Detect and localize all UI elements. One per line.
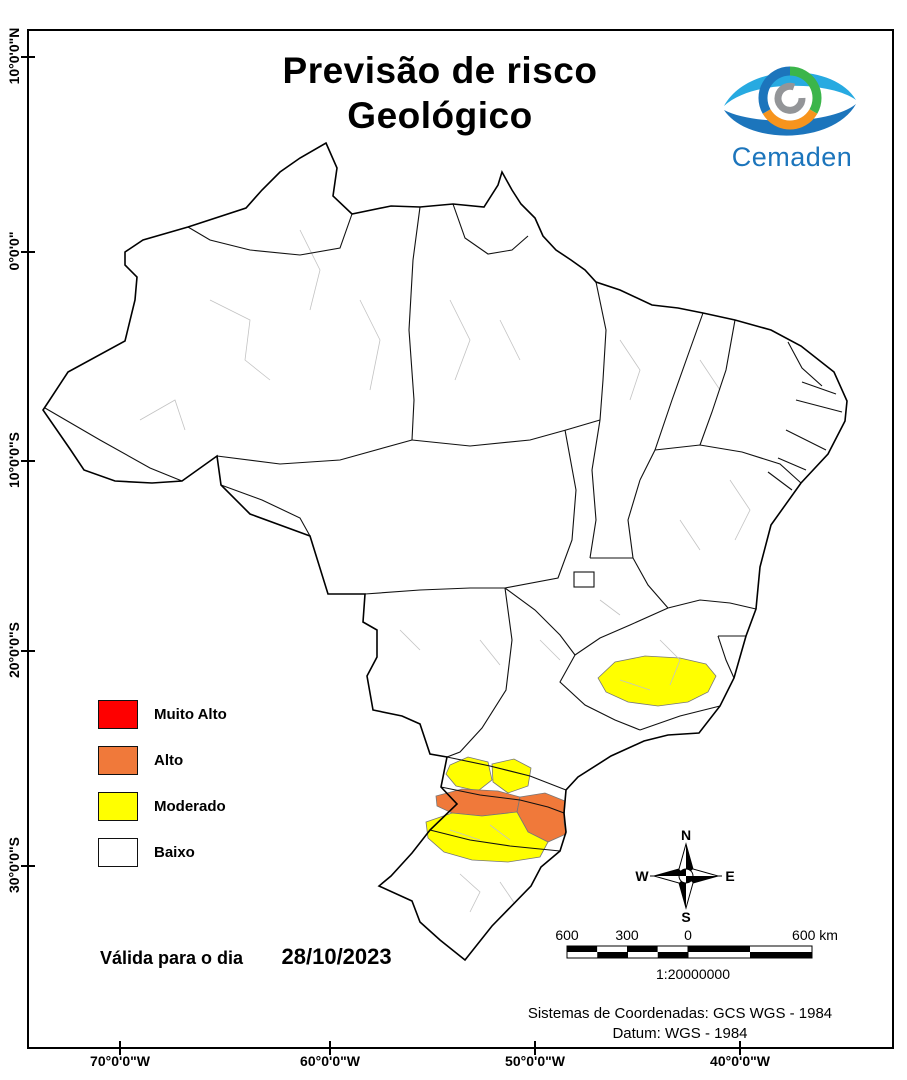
longitude-label-40w: 40°0'0"W [710,1053,770,1069]
legend-item-moderado: Moderado [98,792,227,821]
compass-north-label: N [681,827,691,843]
longitude-label-70w: 70°0'0"W [90,1053,150,1069]
page-title-line2: Geológico [347,95,533,137]
risk-region-moderado-mg [597,655,717,707]
legend-label-baixo: Baixo [154,844,195,861]
map-frame [27,29,894,1049]
cemaden-logo: Cemaden [697,48,887,172]
scale-bar [566,945,813,959]
compass-rose: N S E W [635,827,734,925]
coordinate-system-line1: Sistemas de Coordenadas: GCS WGS - 1984 [527,1005,833,1022]
scale-tick-0: 0 [684,927,692,943]
page-title: Previsão de risco Geológico [160,48,720,138]
legend-label-alto: Alto [154,752,184,769]
legend-item-baixo: Baixo [98,838,227,867]
validity-label: Válida para o dia [100,948,244,968]
compass-south-label: S [681,909,690,925]
legend-item-alto: Alto [98,746,227,775]
latitude-label-0: 0°0'0" [6,231,22,271]
coordinate-system-line2: Datum: WGS - 1984 [612,1025,748,1043]
scale-tick-600-km: 600 km [792,927,838,943]
compass-west-label: W [635,868,649,884]
brazil-country-shape [43,143,847,960]
legend-label-muito-alto: Muito Alto [154,706,227,723]
latitude-label-10n: 10°0'0"N [6,27,22,85]
legend-swatch-baixo [98,838,138,867]
legend: Muito Alto Alto Moderado Baixo [98,700,227,884]
legend-swatch-moderado [98,792,138,821]
coordinate-system-note: Sistemas de Coordenadas: GCS WGS - 1984 … [470,1004,890,1045]
latitude-label-30s: 30°0'0"S [6,836,22,894]
legend-item-muito-alto: Muito Alto [98,700,227,729]
latitude-label-10s: 10°0'0"S [6,431,22,489]
scale-tick-300: 300 [615,927,639,943]
legend-label-moderado: Moderado [154,798,226,815]
state-boundaries [44,203,843,852]
distrito-federal-outline [573,571,595,588]
risk-region-moderado-pr-west [445,756,493,792]
compass-east-label: E [725,868,734,884]
brazil-country-outline [42,141,848,962]
legend-swatch-alto [98,746,138,775]
risk-region-moderado-pr-east [491,758,532,794]
validity-row: Válida para o dia 28/10/2023 [100,944,392,970]
validity-date: 28/10/2023 [281,944,392,969]
page-title-line1: Previsão de risco [282,50,598,91]
risk-regions [425,655,717,863]
cemaden-logo-icon [724,66,856,136]
longitude-label-50w: 50°0'0"W [505,1053,565,1069]
scale-tick-600-left: 600 [555,927,579,943]
municipal-boundaries [139,229,751,913]
longitude-label-60w: 60°0'0"W [300,1053,360,1069]
legend-swatch-muito-alto [98,700,138,729]
frame-ticks [21,56,741,1055]
scale-ratio: 1:20000000 [656,966,730,982]
latitude-label-20s: 20°0'0"S [6,621,22,679]
cemaden-logo-text: Cemaden [731,142,853,172]
